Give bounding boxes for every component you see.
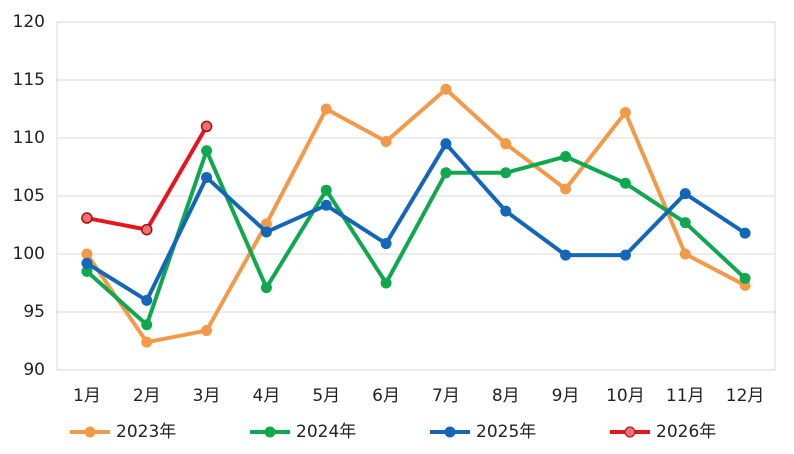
y-tick-label: 90 — [23, 360, 45, 380]
point — [141, 319, 153, 331]
point — [320, 199, 332, 211]
point — [739, 227, 751, 239]
point — [619, 249, 631, 261]
x-tick-label: 5月 — [312, 386, 340, 406]
legend-label: 2025年 — [476, 422, 536, 442]
legend-marker — [444, 426, 456, 438]
x-tick-label: 2月 — [133, 386, 161, 406]
x-tick-label: 6月 — [372, 386, 400, 406]
point — [679, 188, 691, 200]
legend-label: 2023年 — [116, 422, 176, 442]
y-tick-label: 110 — [13, 128, 45, 148]
x-tick-label: 10月 — [606, 386, 645, 406]
x-tick-label: 11月 — [666, 386, 705, 406]
point — [440, 167, 452, 179]
plot-border — [56, 21, 776, 371]
point — [141, 223, 153, 236]
x-tick-label: 3月 — [193, 386, 221, 406]
x-tick-label: 7月 — [432, 386, 460, 406]
y-tick-label: 95 — [23, 302, 45, 322]
series-line — [85, 148, 747, 327]
y-tick-label: 120 — [13, 12, 45, 32]
point — [81, 248, 93, 260]
point — [320, 184, 332, 196]
legend-label: 2024年 — [296, 422, 356, 442]
legend-label: 2026年 — [656, 422, 716, 442]
point — [141, 294, 153, 306]
point — [560, 183, 572, 195]
x-tick-label: 8月 — [492, 386, 520, 406]
point — [201, 325, 213, 337]
y-tick-label: 105 — [13, 186, 45, 206]
point — [500, 167, 512, 179]
legend-marker — [84, 426, 96, 438]
x-tick-label: 1月 — [73, 386, 101, 406]
point — [440, 83, 452, 95]
series-line — [85, 87, 747, 345]
x-tick-label: 4月 — [253, 386, 281, 406]
point — [679, 248, 691, 260]
point — [500, 138, 512, 150]
legend-marker — [264, 426, 276, 438]
y-tick-label: 115 — [13, 70, 45, 90]
point — [320, 103, 332, 115]
x-tick-label: 9月 — [552, 386, 580, 406]
x-tick-label: 12月 — [726, 386, 765, 406]
point — [739, 272, 751, 284]
point — [141, 336, 153, 348]
point — [500, 205, 512, 217]
point — [619, 177, 631, 189]
point — [260, 226, 272, 238]
point — [380, 135, 392, 147]
point — [440, 138, 452, 150]
point — [560, 151, 572, 163]
point — [201, 171, 213, 183]
y-tick-label: 100 — [13, 244, 45, 264]
point — [679, 217, 691, 229]
point — [200, 120, 213, 133]
point — [619, 106, 631, 118]
point — [201, 145, 213, 157]
point — [560, 249, 572, 261]
point — [81, 257, 93, 269]
point — [380, 277, 392, 289]
series-line — [85, 141, 747, 303]
point — [81, 212, 93, 224]
point — [260, 282, 272, 294]
legend-marker — [624, 426, 636, 438]
point — [380, 238, 392, 250]
